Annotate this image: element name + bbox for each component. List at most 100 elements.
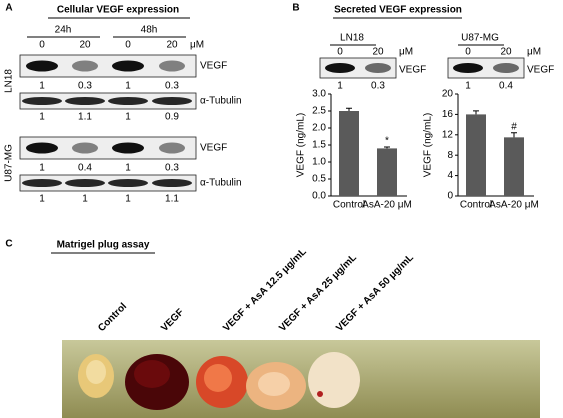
dose: 20 — [79, 40, 91, 51]
bar — [504, 137, 524, 196]
plug-photo — [62, 340, 540, 418]
condition: VEGF — [159, 307, 186, 334]
x-tick-label: AsA-20 μM — [362, 200, 412, 211]
ratio: 1 — [39, 194, 45, 205]
x-tick-label: Control — [460, 200, 492, 211]
band — [22, 97, 62, 105]
dose: 0 — [465, 47, 471, 58]
protein-label: α-Tubulin — [200, 96, 242, 107]
band — [365, 63, 391, 73]
band — [112, 142, 144, 154]
unit: μM — [190, 40, 204, 51]
band — [453, 63, 483, 73]
band — [152, 97, 192, 105]
blot — [19, 136, 197, 160]
error-bar — [473, 110, 479, 115]
bar — [377, 148, 397, 196]
y-axis-label: VEGF (ng/mL) — [296, 113, 307, 177]
panel-label: A — [5, 3, 12, 14]
blot — [19, 54, 197, 78]
y-tick-label: 12 — [442, 129, 454, 140]
band — [72, 142, 98, 154]
ratio: 1 — [82, 194, 88, 205]
dose: 0 — [337, 47, 343, 58]
y-tick-label: 3.0 — [312, 89, 326, 100]
ratio: 0.3 — [78, 81, 92, 92]
band — [112, 60, 144, 72]
timepoint: 48h — [141, 25, 158, 36]
y-tick-label: 8 — [447, 150, 453, 161]
protein-label: VEGF — [200, 143, 227, 154]
panel-title: Matrigel plug assay — [57, 240, 150, 251]
band — [159, 60, 185, 72]
protein-label: VEGF — [527, 65, 554, 76]
y-tick-label: 1.5 — [312, 140, 326, 151]
band — [26, 60, 58, 72]
panel-title: Cellular VEGF expression — [57, 5, 179, 16]
protein-label: VEGF — [399, 65, 426, 76]
ratio: 1 — [337, 81, 343, 92]
bar — [339, 111, 359, 196]
ratio: 0.3 — [165, 163, 179, 174]
y-axis-label: VEGF (ng/mL) — [423, 113, 434, 177]
band — [152, 179, 192, 187]
band — [108, 179, 148, 187]
band — [22, 179, 62, 187]
dose: 0 — [125, 40, 131, 51]
blot — [319, 57, 397, 79]
dose: 20 — [372, 47, 384, 58]
y-tick-label: 20 — [442, 89, 454, 100]
dose: 20 — [500, 47, 512, 58]
protein-label: α-Tubulin — [200, 178, 242, 189]
ratio: 1 — [39, 163, 45, 174]
y-tick-label: 4 — [447, 170, 453, 181]
y-tick-label: 2.0 — [312, 123, 326, 134]
band — [108, 97, 148, 105]
ratio: 1 — [125, 112, 131, 123]
ratio: 1 — [39, 112, 45, 123]
band — [26, 142, 58, 154]
ratio: 1 — [125, 194, 131, 205]
band — [65, 97, 105, 105]
x-tick-label: AsA-20 μM — [489, 200, 539, 211]
error-bar — [346, 107, 352, 111]
band — [325, 63, 355, 73]
protein-label: VEGF — [200, 61, 227, 72]
y-tick-label: 0.5 — [312, 174, 326, 185]
panel-label: C — [5, 239, 12, 250]
condition: Control — [96, 301, 129, 334]
band — [159, 142, 185, 154]
panel-label: B — [292, 3, 299, 14]
significance: # — [511, 121, 517, 132]
ratio: 0.4 — [78, 163, 92, 174]
y-tick-label: 16 — [442, 109, 454, 120]
error-bar — [511, 132, 517, 138]
ratio: 0.3 — [371, 81, 385, 92]
cell-line: U87-MG — [4, 144, 15, 182]
cell-line: LN18 — [4, 69, 15, 93]
panel-title: Secreted VEGF expression — [334, 5, 462, 16]
y-tick-label: 0 — [447, 191, 453, 202]
unit: μM — [527, 47, 541, 58]
y-tick-label: 0.0 — [312, 191, 326, 202]
band — [493, 63, 519, 73]
band — [65, 179, 105, 187]
bar — [466, 114, 486, 196]
ratio: 0.3 — [165, 81, 179, 92]
ratio: 0.4 — [499, 81, 513, 92]
dose: 0 — [39, 40, 45, 51]
cell-line: U87-MG — [461, 33, 499, 44]
ratio: 1 — [39, 81, 45, 92]
timepoint: 24h — [55, 25, 72, 36]
ratio: 1.1 — [78, 112, 92, 123]
unit: μM — [399, 47, 413, 58]
cell-line: LN18 — [340, 33, 364, 44]
y-tick-label: 2.5 — [312, 106, 326, 117]
y-tick-label: 1.0 — [312, 157, 326, 168]
error-bar — [384, 146, 390, 149]
band — [72, 60, 98, 72]
ratio: 1 — [465, 81, 471, 92]
ratio: 1 — [125, 163, 131, 174]
significance: * — [385, 136, 389, 147]
